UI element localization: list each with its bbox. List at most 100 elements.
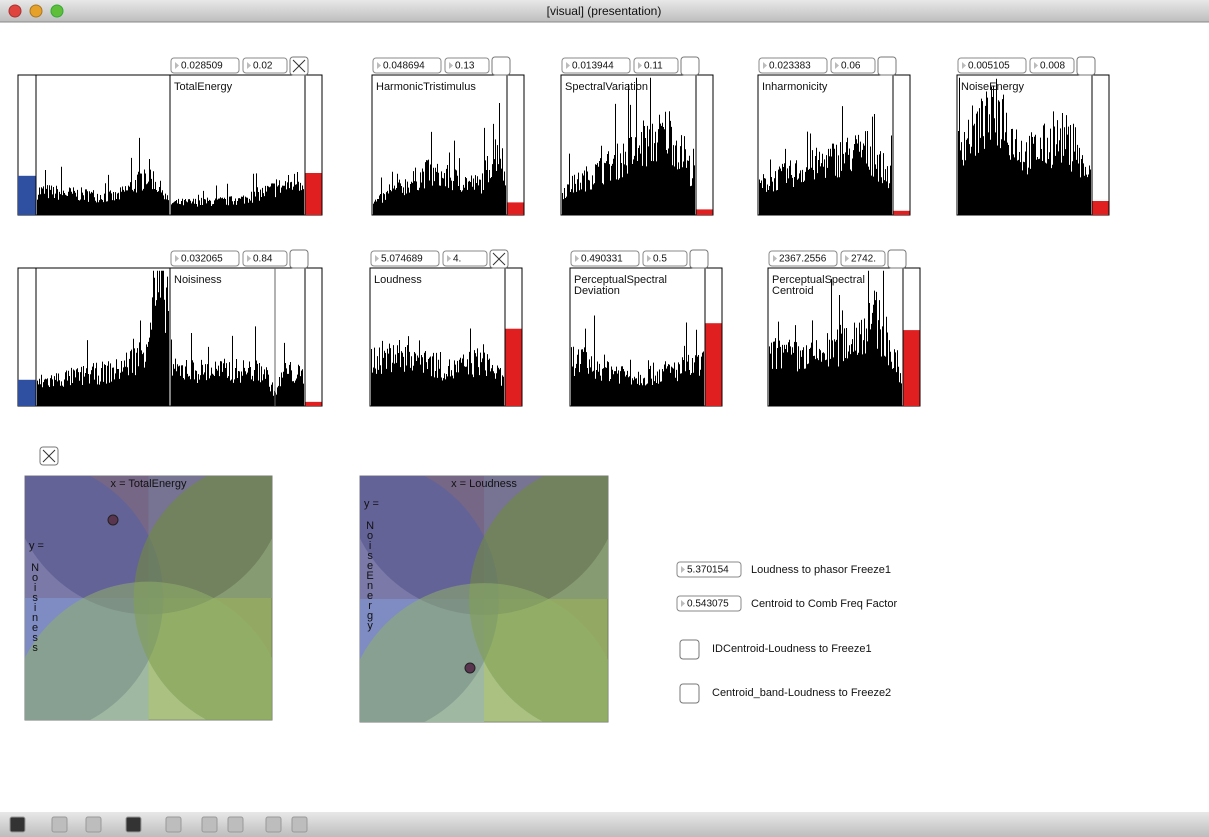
histogram bbox=[562, 77, 695, 215]
toggle-check bbox=[292, 59, 306, 73]
meter-blue bbox=[18, 379, 36, 406]
number-box-arrow bbox=[175, 62, 179, 69]
meter-red bbox=[1092, 201, 1109, 215]
histogram bbox=[371, 328, 504, 406]
number-box-value: 5.370154 bbox=[687, 565, 729, 576]
number-box-value: 0.543075 bbox=[687, 599, 729, 610]
meter-frame bbox=[1091, 74, 1110, 216]
close-button[interactable] bbox=[8, 4, 22, 18]
number-box-value: 5.074689 bbox=[381, 254, 423, 265]
minimize-button[interactable] bbox=[29, 4, 43, 18]
panel-label: PerceptualSpectral bbox=[574, 274, 667, 286]
number-box[interactable] bbox=[642, 250, 688, 267]
number-box[interactable] bbox=[170, 250, 240, 267]
zoom-button[interactable] bbox=[50, 4, 64, 18]
number-box[interactable] bbox=[1029, 57, 1075, 74]
toggle[interactable] bbox=[877, 56, 897, 76]
toolbar-icon[interactable] bbox=[265, 816, 282, 833]
number-box[interactable] bbox=[633, 57, 679, 74]
toolbar-icon[interactable] bbox=[201, 816, 218, 833]
histogram bbox=[37, 270, 169, 406]
pad-cursor bbox=[107, 514, 119, 526]
number-box-arrow bbox=[845, 255, 849, 262]
number-box[interactable] bbox=[370, 250, 440, 267]
toggle[interactable] bbox=[679, 683, 700, 704]
toggle[interactable] bbox=[679, 639, 700, 660]
pad-circles bbox=[360, 476, 608, 722]
toolbar-icon[interactable] bbox=[51, 816, 68, 833]
meter-red bbox=[893, 210, 910, 215]
number-box[interactable] bbox=[758, 57, 828, 74]
meter-frame bbox=[304, 267, 323, 407]
toggle[interactable] bbox=[1076, 56, 1096, 76]
number-box-value: 0.5 bbox=[653, 254, 667, 265]
number-box[interactable] bbox=[170, 57, 240, 74]
toolbar-icon[interactable] bbox=[125, 816, 142, 833]
histogram bbox=[759, 106, 892, 215]
toggle[interactable] bbox=[887, 249, 907, 269]
pad-y-name: Noisiness bbox=[29, 562, 41, 652]
number-box-value: 0.023383 bbox=[769, 61, 811, 72]
number-box-arrow bbox=[377, 62, 381, 69]
toggle[interactable] bbox=[289, 249, 309, 269]
number-box[interactable] bbox=[442, 250, 488, 267]
number-box-arrow bbox=[835, 62, 839, 69]
number-box-arrow bbox=[647, 255, 651, 262]
toggle[interactable] bbox=[689, 249, 709, 269]
panel-label: Centroid bbox=[772, 285, 814, 297]
meter-frame bbox=[506, 74, 525, 216]
number-box-value: 0.032065 bbox=[181, 254, 223, 265]
toolbar-icon[interactable] bbox=[291, 816, 308, 833]
pad-circle-bottom bbox=[360, 583, 608, 722]
number-box[interactable] bbox=[676, 595, 742, 612]
meter-red bbox=[507, 202, 524, 215]
number-box[interactable] bbox=[840, 250, 886, 267]
number-box[interactable] bbox=[242, 57, 288, 74]
histogram bbox=[171, 171, 304, 215]
histogram bbox=[571, 315, 704, 406]
number-box[interactable] bbox=[676, 561, 742, 578]
toolbar-icon[interactable] bbox=[85, 816, 102, 833]
meter-red bbox=[305, 173, 322, 215]
number-box[interactable] bbox=[444, 57, 490, 74]
number-box[interactable] bbox=[830, 57, 876, 74]
panel-label: SpectralVariation bbox=[565, 81, 648, 93]
number-box-value: 0.008 bbox=[1040, 61, 1065, 72]
number-box-value: 0.06 bbox=[841, 61, 861, 72]
toolbar-icon[interactable] bbox=[227, 816, 244, 833]
number-box[interactable] bbox=[957, 57, 1027, 74]
pad-cursor bbox=[464, 662, 476, 674]
number-box[interactable] bbox=[561, 57, 631, 74]
number-box-value: 2742. bbox=[851, 254, 876, 265]
histogram bbox=[958, 77, 1091, 215]
toggle[interactable] bbox=[680, 56, 700, 76]
number-box-arrow bbox=[773, 255, 777, 262]
control-label: Centroid to Comb Freq Factor bbox=[751, 598, 897, 610]
toggle[interactable] bbox=[491, 56, 511, 76]
toolbar-icon[interactable] bbox=[9, 816, 26, 833]
number-box[interactable] bbox=[372, 57, 442, 74]
panel-label: Inharmonicity bbox=[762, 81, 828, 93]
number-box[interactable] bbox=[768, 250, 838, 267]
meter-red bbox=[705, 323, 722, 406]
toolbar-icon[interactable] bbox=[165, 816, 182, 833]
meter-blue bbox=[18, 175, 36, 215]
histogram bbox=[769, 270, 902, 406]
pad-x-label: x = Loudness bbox=[451, 478, 517, 490]
number-box-arrow bbox=[175, 255, 179, 262]
number-box-value: 2367.2556 bbox=[779, 254, 827, 265]
panel-label: HarmonicTristimulus bbox=[376, 81, 476, 93]
number-box-arrow bbox=[449, 62, 453, 69]
number-box[interactable] bbox=[570, 250, 640, 267]
number-box-arrow bbox=[638, 62, 642, 69]
number-box-value: 0.11 bbox=[644, 61, 663, 72]
window-title: [visual] (presentation) bbox=[547, 4, 662, 18]
histogram bbox=[37, 137, 169, 215]
number-box-value: 0.005105 bbox=[968, 61, 1010, 72]
meter-red bbox=[903, 330, 920, 406]
number-box[interactable] bbox=[242, 250, 288, 267]
meter-frame bbox=[695, 74, 714, 216]
panel-label: TotalEnergy bbox=[174, 81, 233, 93]
control-label: IDCentroid-Loudness to Freeze1 bbox=[712, 643, 872, 655]
